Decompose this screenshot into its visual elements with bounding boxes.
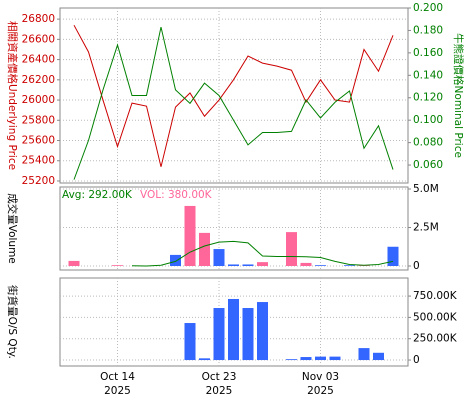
y2-tick-label: 0.120: [413, 92, 443, 104]
panel-frame: [59, 7, 409, 184]
y2-tick-label: 0.060: [413, 159, 443, 171]
y2-tick-label: 0.180: [413, 24, 443, 36]
panel-frame: [59, 277, 409, 367]
y-tick-label: 2.5M: [413, 221, 439, 233]
y-tick-label: 25200: [22, 175, 55, 187]
y-tick-label: 26000: [22, 94, 55, 106]
bar: [344, 265, 355, 266]
bar: [387, 246, 399, 266]
y-axis-label: 街貨量O/S Qty.: [6, 285, 19, 359]
y-tick-label: 250.00K: [413, 333, 458, 345]
y2-tick-label: 0.160: [413, 47, 443, 59]
y2-tick-label: 0.140: [413, 69, 443, 81]
bar: [373, 352, 384, 361]
bar: [242, 264, 254, 266]
y-tick-label: 500.00K: [413, 311, 458, 323]
y-tick-label: 26600: [22, 33, 55, 45]
y-tick-label: 0: [413, 354, 420, 366]
y2-tick-label: 0.200: [413, 2, 443, 14]
x-tick-label: Oct 23: [202, 371, 237, 383]
y-tick-label: 5.0M: [413, 183, 439, 195]
bar: [184, 323, 196, 361]
x-tick-label: Oct 14: [100, 371, 135, 383]
x-tick-label: Nov 03: [302, 371, 339, 383]
bar: [170, 254, 181, 266]
bar: [242, 308, 254, 361]
bar: [68, 260, 80, 266]
bar: [228, 298, 239, 361]
bar: [257, 262, 268, 266]
bar: [184, 205, 196, 266]
bar: [257, 302, 268, 361]
bar: [199, 358, 210, 361]
x-tick-label: 2025: [307, 385, 334, 397]
y2-tick-label: 0.080: [413, 137, 443, 149]
y-tick-label: 26200: [22, 74, 55, 86]
y-axis-label: 相關資產價格Underlying Price: [6, 21, 19, 170]
bar: [358, 348, 370, 361]
y-tick-label: 26800: [22, 13, 55, 25]
y-tick-label: 25800: [22, 114, 55, 126]
bar: [112, 265, 123, 266]
line: [73, 26, 394, 180]
y-tick-label: 750.00K: [413, 290, 458, 302]
line: [131, 240, 394, 267]
y2-tick-label: 0.100: [413, 114, 443, 126]
bar: [315, 356, 326, 361]
bar: [213, 308, 225, 361]
annotation: Avg: 292.00K: [62, 189, 133, 201]
y-tick-label: 0: [413, 260, 420, 272]
y2-axis-label: 牛熊證價格Nominal Price: [452, 33, 465, 158]
bar: [315, 265, 326, 266]
x-tick-label: 2025: [104, 385, 131, 397]
annotation: VOL: 380.00K: [140, 189, 213, 201]
bar: [228, 264, 239, 266]
bar: [286, 232, 297, 266]
line: [73, 24, 394, 167]
bar: [329, 356, 341, 361]
x-tick-label: 2025: [206, 385, 233, 397]
bar: [300, 357, 312, 361]
bar: [300, 262, 312, 266]
panel-frame: [59, 186, 409, 271]
y-tick-label: 26400: [22, 54, 55, 66]
bar: [286, 359, 297, 361]
bar: [199, 232, 210, 266]
y-tick-label: 25400: [22, 155, 55, 167]
y-axis-label: 成交量Volume: [6, 193, 19, 264]
bar: [213, 249, 225, 266]
y-tick-label: 25600: [22, 135, 55, 147]
